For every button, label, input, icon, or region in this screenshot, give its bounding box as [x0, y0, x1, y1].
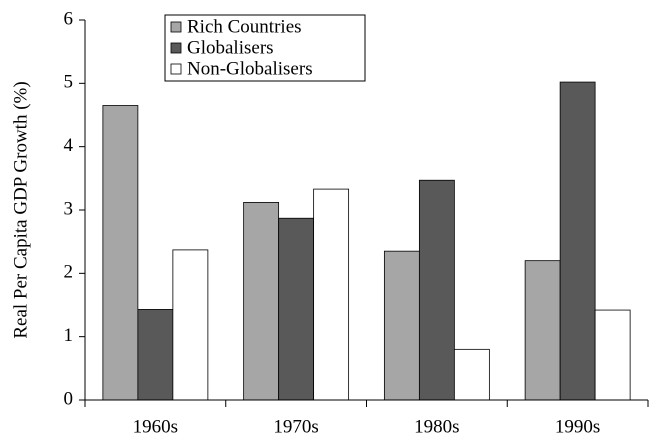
legend-swatch [170, 63, 182, 75]
legend-label: Rich Countries [187, 16, 302, 37]
legend-box [164, 14, 366, 82]
y-axis-label: Real Per Capita GDP Growth (%) [10, 81, 31, 338]
legend-label: Globalisers [187, 37, 274, 58]
bar [102, 105, 139, 401]
bar [418, 179, 455, 401]
x-tick-label: 1960s [133, 416, 178, 437]
bar [137, 309, 174, 401]
legend-label: Non-Globalisers [187, 58, 313, 79]
bar [383, 250, 420, 401]
legend-swatch [170, 42, 182, 54]
bar [594, 309, 631, 401]
x-tick-label: 1970s [273, 416, 318, 437]
y-tick-label: 2 [64, 262, 74, 283]
y-tick-label: 0 [64, 388, 74, 409]
y-tick-label: 1 [64, 325, 74, 346]
x-tick-label: 1990s [555, 416, 600, 437]
bar [243, 201, 280, 401]
y-tick-label: 3 [64, 198, 74, 219]
y-tick-label: 6 [64, 8, 74, 29]
y-tick-label: 5 [64, 72, 74, 93]
x-tick-label: 1980s [414, 416, 459, 437]
legend-swatch [170, 21, 182, 33]
bar [453, 348, 490, 401]
bar [559, 81, 596, 401]
bar [278, 217, 315, 401]
bar [172, 249, 209, 401]
bar [524, 260, 561, 401]
y-tick-label: 4 [64, 135, 74, 156]
bar [313, 188, 350, 401]
